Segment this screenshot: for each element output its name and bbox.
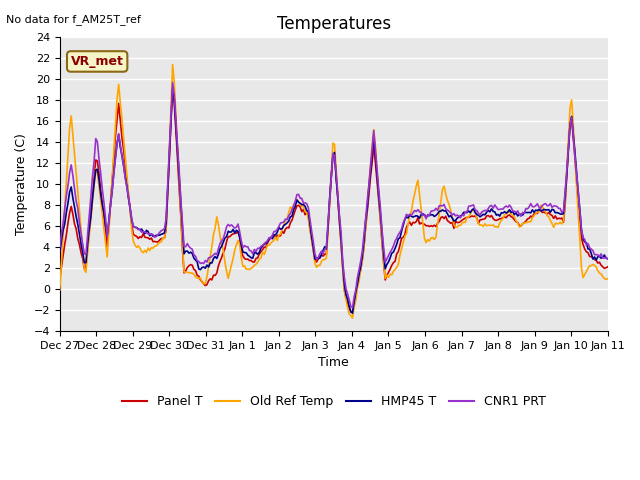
Line: CNR1 PRT: CNR1 PRT [60,83,607,308]
Panel T [179,246,186,252]
HMP45 T [169,85,177,91]
CNR1 PRT [169,80,177,85]
HMP45 T [604,256,611,262]
HMP45 T [56,251,63,256]
Title: Temperatures: Temperatures [276,15,391,33]
Old Ref Temp [221,259,228,265]
Panel T [514,219,522,225]
X-axis label: Time: Time [318,356,349,369]
CNR1 PRT [367,163,374,169]
Panel T [508,214,515,219]
Line: HMP45 T: HMP45 T [60,88,607,313]
HMP45 T [367,168,374,174]
HMP45 T [63,210,70,216]
CNR1 PRT [221,230,228,236]
Old Ref Temp [514,220,522,226]
Panel T [221,246,228,252]
CNR1 PRT [508,204,515,210]
CNR1 PRT [56,244,63,250]
HMP45 T [514,213,522,219]
Y-axis label: Temperature (C): Temperature (C) [15,133,28,235]
CNR1 PRT [349,305,356,311]
CNR1 PRT [179,220,186,226]
CNR1 PRT [63,193,70,199]
Text: No data for f_AM25T_ref: No data for f_AM25T_ref [6,14,141,25]
Old Ref Temp [179,242,186,248]
Old Ref Temp [169,62,177,68]
Old Ref Temp [367,163,374,169]
HMP45 T [508,210,515,216]
Panel T [63,232,70,238]
HMP45 T [221,235,228,241]
Text: VR_met: VR_met [71,55,124,68]
HMP45 T [179,225,186,230]
Panel T [56,276,63,281]
Old Ref Temp [63,180,70,186]
Panel T [349,310,356,315]
Old Ref Temp [349,315,356,321]
Old Ref Temp [508,211,515,216]
Panel T [169,84,177,90]
HMP45 T [349,311,356,316]
Old Ref Temp [56,287,63,293]
Legend: Panel T, Old Ref Temp, HMP45 T, CNR1 PRT: Panel T, Old Ref Temp, HMP45 T, CNR1 PRT [117,390,550,413]
Line: Panel T: Panel T [60,87,607,312]
Old Ref Temp [604,276,611,282]
CNR1 PRT [604,256,611,262]
Panel T [604,264,611,270]
Panel T [367,174,374,180]
CNR1 PRT [514,208,522,214]
Line: Old Ref Temp: Old Ref Temp [60,65,607,318]
